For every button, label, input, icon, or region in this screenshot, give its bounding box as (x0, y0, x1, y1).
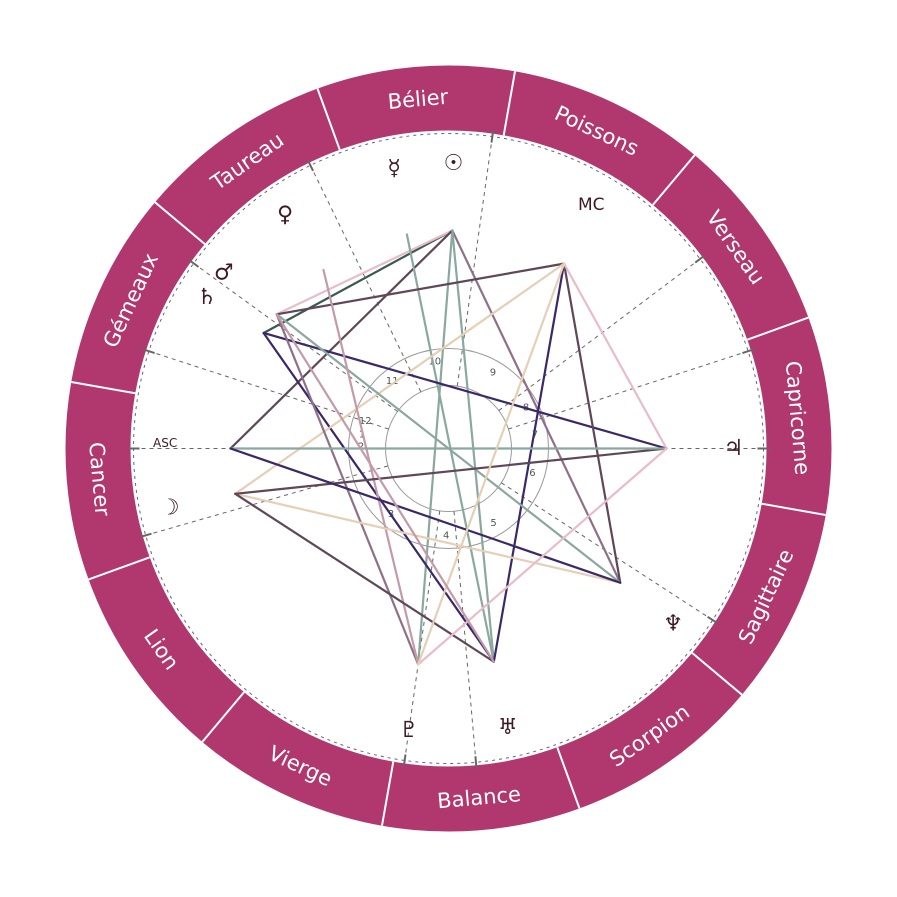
house-cusp-tick (306, 159, 314, 172)
sign-divider (556, 746, 581, 809)
uranus-glyph: ♅ (498, 715, 518, 740)
sign-divider (71, 381, 136, 395)
sun-glyph: ☉ (444, 151, 464, 176)
aspect-line (322, 268, 420, 666)
aspect-line (451, 229, 622, 584)
sign-divider (502, 71, 516, 136)
aspect-line (562, 262, 622, 584)
aspect-line (234, 262, 566, 495)
house-cusp-line (193, 262, 398, 412)
house-number: 5 (490, 518, 496, 529)
sign-divider (154, 201, 206, 245)
house-cusp-tick (474, 756, 478, 769)
sign-label: Bélier (387, 85, 450, 114)
asc-label: ASC (153, 436, 177, 450)
venus-glyph: ♀ (277, 203, 293, 228)
sign-divider (201, 691, 245, 743)
aspect-line (229, 229, 454, 450)
sign-divider (316, 88, 341, 151)
jupiter-glyph: ♃ (724, 436, 744, 461)
aspect-line (234, 492, 495, 663)
aspect-lines (229, 229, 668, 666)
sign-divider (652, 154, 696, 206)
aspect-line (234, 447, 668, 495)
aspect-line (417, 262, 566, 666)
house-number: 6 (529, 468, 535, 479)
sign-divider (746, 316, 809, 341)
aspect-line (451, 229, 495, 663)
house-cusp-tick (139, 532, 152, 538)
planet-glyphs: ☉ ☿ ♀ ♂♄ ☽ ♇ ♅ ♆ ♃ (160, 151, 744, 743)
sign-divider (691, 652, 743, 696)
aspect-line (562, 262, 668, 450)
aspect-line (275, 262, 566, 316)
mercury-glyph: ☿ (387, 156, 401, 181)
moon-glyph: ☽ (160, 495, 180, 520)
house-cusp-tick (402, 754, 407, 767)
house-number: 2 (358, 441, 364, 452)
aspect-line (275, 229, 454, 316)
house-number: 12 (359, 416, 372, 427)
house-cusp-tick (742, 348, 755, 354)
aspect-line (262, 229, 454, 335)
aspect-line (417, 447, 668, 666)
house-cusp-line (501, 482, 713, 621)
aspect-line (262, 331, 668, 450)
neptune-glyph: ♆ (663, 611, 683, 636)
chart-axes: ASC MC (153, 195, 605, 450)
house-cusp-tick (694, 254, 706, 264)
house-cusp-tick (707, 615, 719, 625)
aspect-line (275, 313, 495, 663)
house-cusp-line (148, 350, 389, 430)
house-cusp-tick (490, 130, 495, 143)
zodiac-ring-band (65, 65, 832, 832)
pluto-glyph: ♇ (399, 718, 419, 743)
mars-glyph: ♂ (214, 261, 234, 286)
aspect-line (234, 492, 622, 584)
house-cusp-tick (142, 348, 155, 354)
house-number: 11 (386, 376, 399, 387)
sign-divider (381, 761, 395, 826)
mc-label: MC (578, 195, 605, 215)
aspect-line (229, 447, 622, 584)
house-cusp-line (498, 258, 701, 411)
house-cusp-line (309, 165, 422, 393)
saturn-glyph: ♄ (197, 285, 217, 310)
house-cusp-line (404, 510, 441, 761)
house-cusp-line (145, 465, 389, 536)
house-number: 4 (443, 530, 449, 541)
house-number: 10 (428, 357, 441, 368)
house-cusp-tick (188, 259, 200, 268)
house-number: 9 (490, 368, 496, 379)
sign-divider (761, 502, 826, 516)
sign-divider (88, 556, 151, 581)
house-cusp-line (508, 350, 749, 430)
